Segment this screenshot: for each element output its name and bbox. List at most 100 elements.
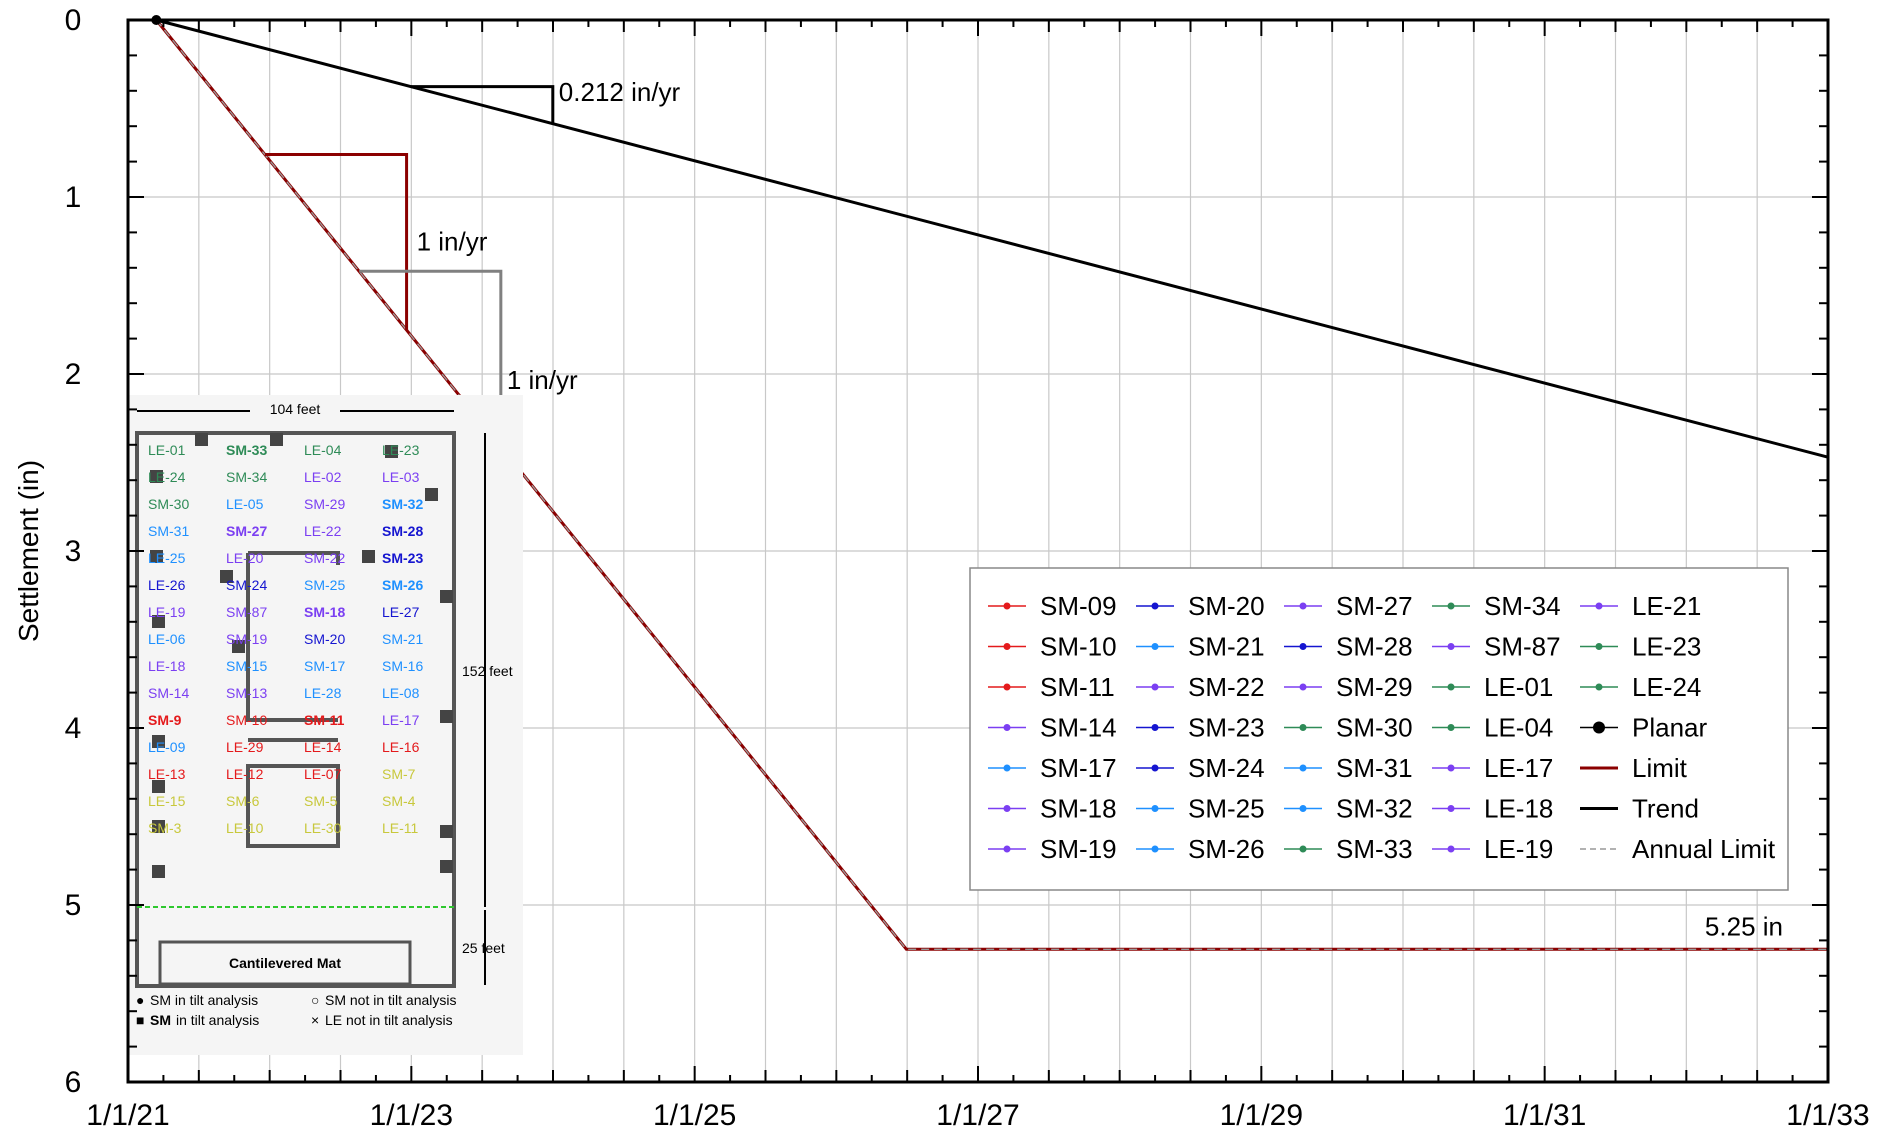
core-room [246, 764, 340, 848]
instrument-label: SM-3 [148, 820, 182, 836]
legend-label: SM-32 [1336, 794, 1413, 824]
legend-label: SM-09 [1040, 591, 1117, 621]
key-symbol: ■ [136, 1012, 144, 1028]
legend-label: SM-87 [1484, 632, 1561, 662]
legend-label: LE-24 [1632, 672, 1701, 702]
instrument-label: LE-14 [304, 739, 342, 755]
column-block [220, 570, 233, 583]
legend-marker [1595, 602, 1603, 610]
instrument-label: SM-30 [148, 496, 189, 512]
legend-label: LE-01 [1484, 672, 1553, 702]
y-tick-label: 5 [65, 889, 82, 922]
cantilevered-mat [158, 940, 412, 986]
instrument-label: SM-32 [382, 496, 423, 512]
instrument-label: LE-17 [382, 712, 420, 728]
legend-item-sm-27: SM-27 [1284, 591, 1413, 621]
instrument-label: LE-01 [148, 442, 186, 458]
legend-item-sm-20: SM-20 [1136, 591, 1265, 621]
legend-label: SM-20 [1188, 591, 1265, 621]
instrument-label: LE-29 [226, 739, 264, 755]
legend-label: Annual Limit [1632, 834, 1776, 864]
instrument-label: LE-06 [148, 631, 186, 647]
instrument-label: SM-4 [382, 793, 416, 809]
legend-label: SM-14 [1040, 713, 1117, 743]
legend-label: LE-19 [1484, 834, 1553, 864]
instrument-label: LE-07 [304, 766, 342, 782]
inset-key-item: ■ SM in tilt analysis [136, 1012, 259, 1028]
legend-label: SM-31 [1336, 753, 1413, 783]
instrument-label: SM-22 [304, 550, 345, 566]
legend-label: SM-17 [1040, 753, 1117, 783]
limit-rate-annotation: 1 in/yr [417, 226, 488, 256]
instrument-label: SM-14 [148, 685, 189, 701]
bottom-label: 25 feet [462, 940, 505, 956]
legend-item-sm-19: SM-19 [988, 834, 1117, 864]
legend-label: LE-04 [1484, 713, 1553, 743]
legend-label: Trend [1632, 794, 1699, 824]
trend-slope-triangle [411, 85, 555, 124]
legend-marker [1003, 845, 1011, 853]
x-tick-label: 1/1/29 [1220, 1099, 1303, 1132]
legend-marker [1003, 683, 1011, 691]
legend-item-sm-26: SM-26 [1136, 834, 1265, 864]
legend-item-le-23: LE-23 [1580, 632, 1701, 662]
instrument-label: LE-10 [226, 820, 264, 836]
legend-label: SM-18 [1040, 794, 1117, 824]
legend-item-sm-29: SM-29 [1284, 672, 1413, 702]
legend-item-le-24: LE-24 [1580, 672, 1701, 702]
legend-label: SM-28 [1336, 632, 1413, 662]
legend-item-sm-31: SM-31 [1284, 753, 1413, 783]
instrument-label: LE-15 [148, 793, 186, 809]
key-symbol: ○ [311, 992, 319, 1008]
instrument-label: LE-18 [148, 658, 186, 674]
legend-label: SM-33 [1336, 834, 1413, 864]
interior-wall [246, 553, 338, 722]
legend-marker [1595, 683, 1603, 691]
instrument-label: SM-15 [226, 658, 267, 674]
column-block [362, 550, 375, 563]
legend-label: SM-27 [1336, 591, 1413, 621]
column-block [232, 640, 245, 653]
instrument-label: LE-24 [148, 469, 186, 485]
legend-label: SM-10 [1040, 632, 1117, 662]
legend-marker [1003, 643, 1011, 650]
x-tick-label: 1/1/27 [936, 1099, 1019, 1132]
legend-label: SM-19 [1040, 834, 1117, 864]
legend-item-sm-21: SM-21 [1136, 632, 1265, 662]
legend-marker [1003, 764, 1011, 772]
instrument-label: LE-13 [148, 766, 186, 782]
instrument-label: SM-26 [382, 577, 423, 593]
legend-marker [1299, 643, 1307, 650]
legend-marker [1299, 724, 1307, 731]
legend-label: Planar [1632, 713, 1707, 743]
instrument-label: LE-23 [382, 442, 420, 458]
instrument-label: LE-11 [382, 820, 419, 836]
inset-background [128, 395, 523, 1055]
instrument-label: SM-23 [382, 550, 423, 566]
column-block [195, 433, 208, 446]
instrument-label: LE-22 [304, 523, 342, 539]
instrument-label: SM-19 [226, 631, 267, 647]
series-annual-limit-line [155, 19, 1828, 950]
x-tick-label: 1/1/31 [1503, 1099, 1586, 1132]
legend-marker [1299, 805, 1307, 812]
instrument-label: SM-11 [304, 712, 345, 728]
annual-limit-slope-triangle [359, 269, 503, 447]
legend-label: SM-30 [1336, 713, 1413, 743]
legend-marker [1151, 643, 1159, 650]
legend-marker [1447, 602, 1455, 610]
instrument-label: LE-27 [382, 604, 420, 620]
instrument-label: SM-29 [304, 496, 345, 512]
column-block [385, 445, 398, 458]
instrument-label: SM-17 [304, 658, 345, 674]
column-block [152, 615, 165, 628]
legend-label: LE-18 [1484, 794, 1553, 824]
legend-item-annual-limit: Annual Limit [1580, 834, 1776, 864]
instrument-label: SM-20 [304, 631, 345, 647]
legend-label: LE-21 [1632, 591, 1701, 621]
instrument-label: SM-31 [148, 523, 189, 539]
legend-label: SM-22 [1188, 672, 1265, 702]
legend-item-sm-87: SM-87 [1432, 632, 1561, 662]
column-block [270, 433, 283, 446]
